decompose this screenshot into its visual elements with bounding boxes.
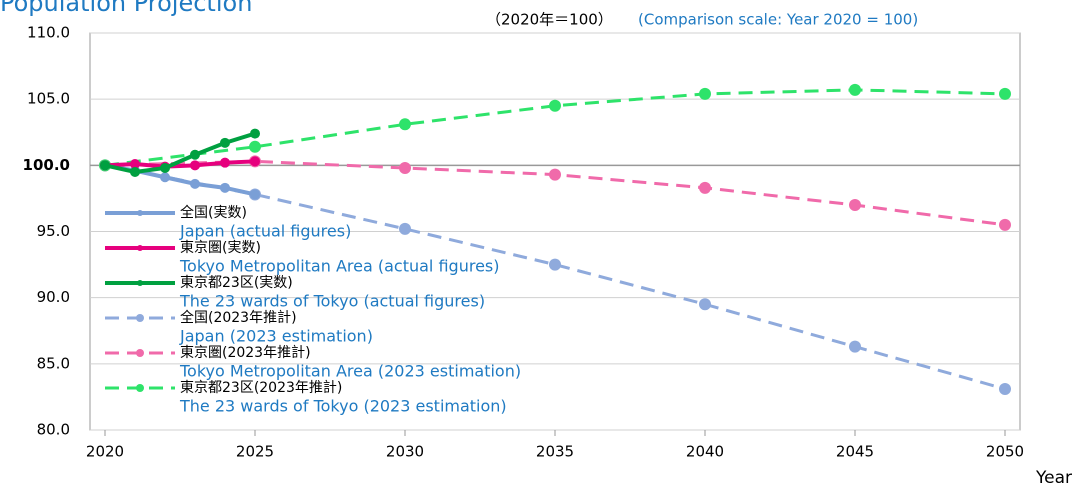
y-tick-label: 90.0 [37,288,70,306]
data-point [220,157,230,168]
data-point [190,149,200,160]
data-point [399,222,411,235]
x-tick-label: 2020 [86,443,124,461]
chart-title: Population Projection [0,0,252,17]
data-point [399,161,411,174]
data-point [399,118,411,131]
data-point [190,160,200,171]
series-line [104,159,256,169]
legend-label: 東京都23区(実数) [180,275,293,291]
data-point [190,178,200,189]
legend-label: 全国(実数) [180,204,247,221]
y-tick-label: 110.0 [27,24,70,42]
data-point [849,83,861,96]
data-point [220,182,230,193]
legend-label: 東京都23区(2023年推計) [180,380,342,396]
data-point [549,168,561,181]
y-tick-label: 100.0 [23,156,70,174]
x-tick-label: 2040 [686,443,724,461]
legend-label-en: The 23 wards of Tokyo (2023 estimation) [179,397,507,416]
data-point [160,172,170,183]
data-point [130,166,140,177]
subtitle-en: (Comparison scale: Year 2020 = 100) [638,11,918,29]
legend-label-en: Tokyo Metropolitan Area (2023 estimation… [179,362,521,381]
data-point [249,140,261,153]
data-point [849,199,861,212]
subtitle: （2020年＝100） [486,11,613,29]
x-tick-label: 2035 [536,443,574,461]
data-point [130,159,140,170]
data-point [160,162,170,173]
data-point [250,128,260,139]
y-tick-label: 80.0 [37,421,70,439]
x-tick-label: 2025 [236,443,274,461]
data-point [999,218,1011,231]
data-point [699,298,711,311]
data-point [999,87,1011,100]
legend-label-en: Japan (actual figures) [179,222,351,241]
legend-label: 東京圏(実数) [180,240,261,256]
data-point [549,258,561,271]
x-axis-label: Year [1035,468,1072,488]
x-tick-label: 2050 [986,443,1024,461]
data-point [999,382,1011,395]
data-point [699,181,711,194]
data-point [699,87,711,100]
x-tick-label: 2030 [386,443,424,461]
legend-marker [136,349,144,357]
y-tick-label: 95.0 [37,222,70,240]
legend-marker [136,314,144,322]
legend-label-en: Tokyo Metropolitan Area (actual figures) [179,257,499,276]
legend-label: 東京圏(2023年推計) [180,345,311,361]
legend-marker [137,210,143,216]
data-point [250,189,260,200]
x-tick-label: 2045 [836,443,874,461]
data-point [250,156,260,167]
series-line [104,131,256,174]
legend-label-en: The 23 wards of Tokyo (actual figures) [179,292,485,311]
y-tick-label: 85.0 [37,354,70,372]
data-point [100,160,110,171]
y-tick-label: 105.0 [27,90,70,108]
legend-marker [136,384,144,392]
data-point [549,99,561,112]
legend-marker [137,245,143,251]
data-point [849,340,861,353]
legend-label: 全国(2023年推計) [180,309,297,326]
data-point [220,137,230,148]
legend-label-en: Japan (2023 estimation) [179,327,373,346]
legend-marker [137,280,143,286]
